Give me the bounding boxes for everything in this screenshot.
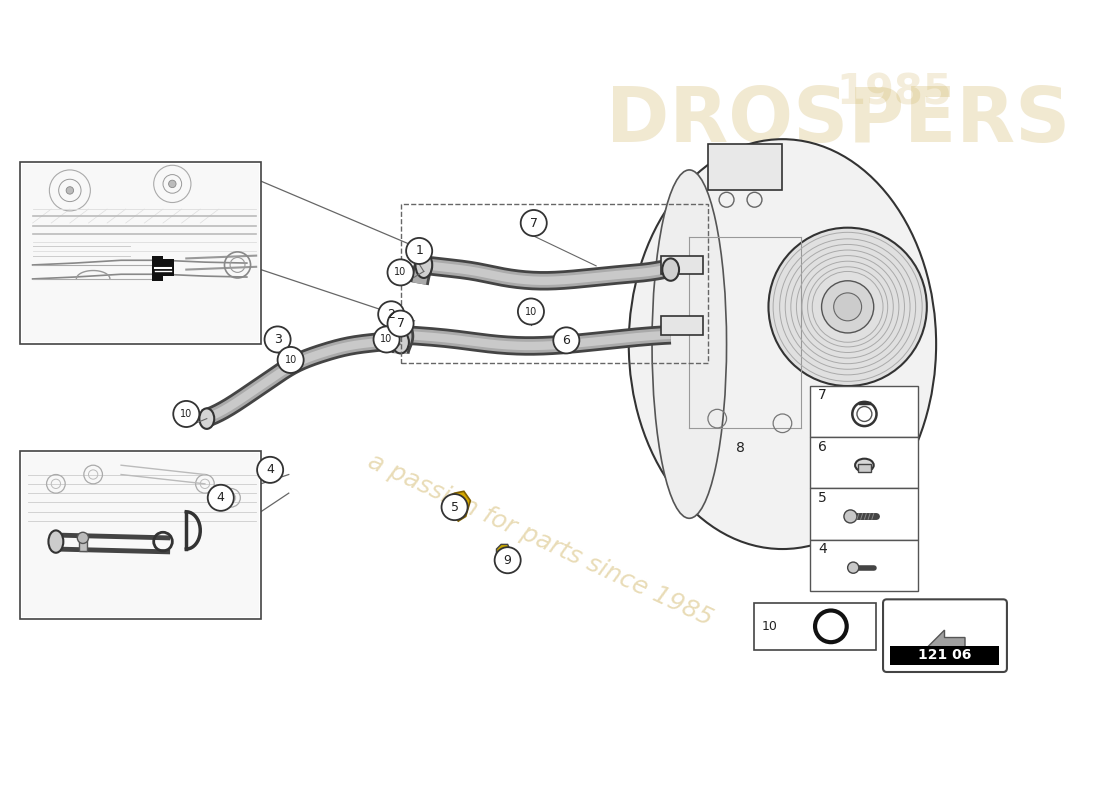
Ellipse shape xyxy=(652,170,727,518)
Circle shape xyxy=(374,326,399,353)
Circle shape xyxy=(769,228,927,386)
Text: 2: 2 xyxy=(387,308,395,321)
Text: 6: 6 xyxy=(562,334,570,347)
Text: 10: 10 xyxy=(525,306,537,317)
Text: 6: 6 xyxy=(817,439,827,454)
Circle shape xyxy=(406,238,432,264)
Bar xyxy=(661,256,703,274)
Text: 10: 10 xyxy=(180,409,192,419)
Circle shape xyxy=(822,281,873,333)
Text: 5: 5 xyxy=(817,491,826,505)
Circle shape xyxy=(77,532,88,543)
Bar xyxy=(708,144,782,190)
Text: DROSPERS: DROSPERS xyxy=(606,83,1070,158)
Bar xyxy=(858,464,871,472)
Bar xyxy=(152,259,174,276)
Bar xyxy=(22,164,258,342)
Text: a passion for parts since 1985: a passion for parts since 1985 xyxy=(364,449,716,630)
Bar xyxy=(21,162,261,344)
Text: 10: 10 xyxy=(381,334,393,345)
Circle shape xyxy=(553,327,580,354)
Ellipse shape xyxy=(280,350,297,372)
Text: 1985: 1985 xyxy=(836,72,953,114)
Bar xyxy=(811,540,917,591)
Bar xyxy=(811,386,917,438)
Circle shape xyxy=(387,310,414,337)
Circle shape xyxy=(66,186,74,194)
Circle shape xyxy=(174,401,199,427)
Ellipse shape xyxy=(662,258,679,281)
Text: 7: 7 xyxy=(396,317,405,330)
Ellipse shape xyxy=(48,530,64,553)
Bar xyxy=(811,438,917,489)
Circle shape xyxy=(844,510,857,523)
Circle shape xyxy=(257,457,283,483)
Text: 4: 4 xyxy=(266,463,274,476)
Circle shape xyxy=(208,485,234,511)
Polygon shape xyxy=(496,544,510,570)
Bar xyxy=(79,537,87,551)
Ellipse shape xyxy=(416,252,432,278)
Circle shape xyxy=(834,293,861,321)
Circle shape xyxy=(495,547,520,574)
Bar xyxy=(152,256,163,262)
Circle shape xyxy=(518,298,544,325)
Ellipse shape xyxy=(629,139,936,549)
Circle shape xyxy=(387,259,414,286)
Bar xyxy=(152,275,163,281)
Circle shape xyxy=(168,180,176,188)
Text: 121 06: 121 06 xyxy=(917,648,971,662)
Text: 10: 10 xyxy=(285,355,297,365)
Text: 1: 1 xyxy=(415,245,424,258)
Text: 7: 7 xyxy=(530,217,538,230)
Text: 8: 8 xyxy=(736,442,745,455)
Text: 3: 3 xyxy=(274,333,282,346)
Circle shape xyxy=(277,347,304,373)
Bar xyxy=(21,451,261,619)
Circle shape xyxy=(520,210,547,236)
Bar xyxy=(661,316,703,334)
Ellipse shape xyxy=(199,408,214,429)
Bar xyxy=(811,489,917,540)
Ellipse shape xyxy=(855,458,873,472)
Text: 4: 4 xyxy=(217,491,224,504)
Bar xyxy=(891,646,1000,665)
Text: 9: 9 xyxy=(504,554,512,566)
Text: 7: 7 xyxy=(817,388,826,402)
Polygon shape xyxy=(447,491,471,521)
Bar xyxy=(755,603,876,650)
FancyBboxPatch shape xyxy=(883,599,1006,672)
Bar xyxy=(22,453,258,617)
Circle shape xyxy=(848,562,859,574)
Circle shape xyxy=(378,302,405,327)
Bar xyxy=(400,204,708,362)
Circle shape xyxy=(441,494,468,520)
Text: 10: 10 xyxy=(762,620,778,633)
Ellipse shape xyxy=(393,331,409,354)
Text: 5: 5 xyxy=(451,501,459,514)
Text: 10: 10 xyxy=(395,267,407,278)
Text: 4: 4 xyxy=(817,542,826,556)
Circle shape xyxy=(264,326,290,353)
Polygon shape xyxy=(924,630,965,664)
